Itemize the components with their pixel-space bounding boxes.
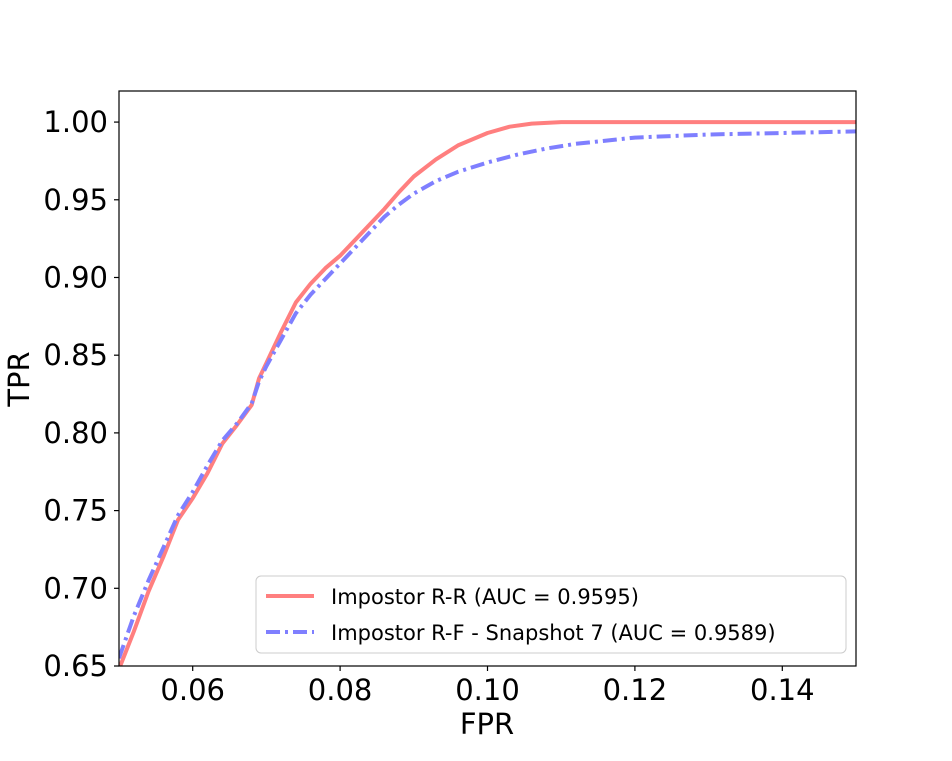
series-line-impostor-rr xyxy=(119,120,856,666)
y-tick-label: 1.00 xyxy=(43,105,108,139)
legend: Impostor R-R (AUC = 0.9595) Impostor R-F… xyxy=(255,575,847,654)
y-tick-label: 0.90 xyxy=(43,260,108,294)
y-tick-label: 0.80 xyxy=(43,416,108,450)
x-tick-label: 0.14 xyxy=(750,673,815,707)
legend-box xyxy=(255,575,847,654)
x-tick-label: 0.06 xyxy=(160,673,225,707)
y-axis: 0.65 0.70 0.75 0.80 0.85 0.90 0.95 1.00 xyxy=(43,105,119,683)
legend-label-impostor-rf: Impostor R-F - Snapshot 7 (AUC = 0.9589) xyxy=(331,621,776,645)
y-tick-label: 0.70 xyxy=(43,571,108,605)
x-axis: 0.06 0.08 0.10 0.12 0.14 xyxy=(160,666,815,707)
legend-label-impostor-rr: Impostor R-R (AUC = 0.9595) xyxy=(331,585,639,609)
y-tick-label: 0.65 xyxy=(43,649,108,683)
y-axis-label: TPR xyxy=(2,351,36,407)
x-tick-label: 0.08 xyxy=(308,673,373,707)
y-tick-label: 0.95 xyxy=(43,183,108,217)
y-tick-label: 0.85 xyxy=(43,338,108,372)
y-tick-label: 0.75 xyxy=(43,494,108,528)
plot-area xyxy=(119,91,856,666)
x-axis-label: FPR xyxy=(460,707,514,741)
x-tick-label: 0.12 xyxy=(603,673,668,707)
series-line-impostor-rf xyxy=(119,129,856,659)
series-layer xyxy=(119,120,856,666)
x-tick-label: 0.10 xyxy=(455,673,520,707)
